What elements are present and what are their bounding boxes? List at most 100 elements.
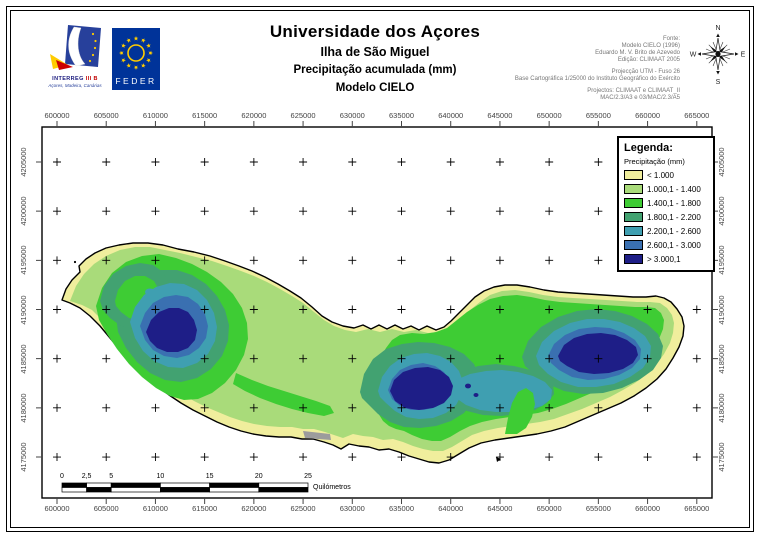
x-axis-label-top: 620000 (241, 111, 267, 120)
y-axis-label-right: 4200000 (717, 196, 726, 226)
legend-swatch (624, 170, 643, 180)
y-axis-label-left: 4200000 (19, 196, 28, 226)
legend-swatch (624, 198, 643, 208)
legend-swatch (624, 226, 643, 236)
x-axis-label-top: 645000 (487, 111, 513, 120)
legend-item: > 3.000,1 (624, 254, 710, 264)
legend-item-label: > 3.000,1 (647, 254, 681, 264)
credit-line: Eduardo M. V. Brito de Azevedo (595, 50, 680, 56)
x-axis-label-top: 605000 (93, 111, 119, 120)
x-axis-label-top: 650000 (536, 111, 562, 120)
legend-item-label: 1.400,1 - 1.800 (647, 198, 701, 208)
x-axis-label-bottom: 610000 (142, 504, 168, 513)
legend-item: 1.000,1 - 1.400 (624, 184, 710, 194)
x-axis-label-top: 635000 (388, 111, 415, 120)
map-frame (41, 126, 713, 499)
coastal-gray-area (303, 431, 331, 440)
feder-logo: FEDER (112, 28, 160, 95)
scalebar-tick-label: 10 (156, 473, 165, 480)
y-axis-label-right: 4180000 (717, 393, 726, 423)
scalebar-segment (258, 487, 309, 493)
scalebar-segment (209, 487, 260, 493)
legend-item-label: 1.000,1 - 1.400 (647, 184, 701, 194)
x-axis-label-top: 600000 (44, 111, 70, 120)
credit-block: Projecção UTM - Fuso 26 Base Cartográfica… (515, 69, 680, 83)
zone-gt-3000-east (558, 333, 638, 374)
scalebar-segment (86, 482, 112, 488)
zone-1400-1800-south-band (233, 373, 334, 416)
x-axis-label-bottom: 600000 (44, 504, 70, 513)
compass-rose: N E S W (689, 20, 747, 93)
legend-item: 1.400,1 - 1.800 (624, 198, 710, 208)
x-axis-label-bottom: 615000 (192, 504, 218, 513)
islet (73, 260, 77, 264)
scalebar-tick-label: 5 (109, 473, 114, 480)
feder-logo-graphic: FEDER (112, 28, 160, 90)
scalebar-segment (209, 482, 260, 488)
scalebar-tick-label: 2,5 (81, 473, 92, 480)
legend-item: 2.600,1 - 3.000 (624, 240, 710, 250)
credit-line: Projecção UTM - Fuso 26 (611, 69, 680, 75)
scalebar-tick-label: 20 (254, 473, 263, 480)
y-axis-label-left: 4175000 (19, 442, 28, 472)
compass-west-label: W (690, 52, 697, 59)
scalebar-segment (110, 482, 161, 488)
x-axis-label-bottom: 605000 (93, 504, 119, 513)
feder-logo-label: FEDER (115, 76, 156, 86)
page-title: Universidade dos Açores (269, 22, 481, 41)
legend-item: < 1.000 (624, 170, 710, 180)
y-axis-label-right: 4195000 (717, 245, 726, 275)
credit-line: Base Cartográfica 1/25000 do Instituto G… (514, 76, 680, 82)
legend-item-label: 2.600,1 - 3.000 (647, 240, 701, 250)
scalebar-tick-label: 25 (304, 473, 312, 480)
interreg-logo-graphic (50, 25, 101, 70)
y-axis-label-right: 4185000 (717, 344, 726, 374)
credits-block: Fonte: Modelo CIELO (1996) Eduardo M. V. B… (515, 36, 680, 107)
page-subtitle-island: Ilha de São Miguel (320, 45, 430, 59)
zone-gt-3000-fogo (390, 367, 453, 410)
page-subtitle-variable: Precipitação acumulada (mm) (293, 64, 457, 76)
scalebar-segment (86, 487, 112, 493)
x-axis-label-top: 615000 (192, 111, 218, 120)
axis-ticks (36, 121, 718, 504)
x-axis-label-bottom: 625000 (290, 504, 316, 513)
x-axis-label-top: 640000 (438, 111, 464, 120)
x-axis-label-top: 665000 (684, 111, 710, 120)
compass-north-label: N (715, 25, 720, 32)
legend-swatch (624, 212, 643, 222)
zone-1400-1800-furnas-tongue (505, 388, 535, 434)
legend-item-label: < 1.000 (647, 170, 674, 180)
x-axis-label-bottom: 640000 (438, 504, 464, 513)
x-axis-label-top: 610000 (142, 111, 168, 120)
x-axis-label-bottom: 630000 (339, 504, 365, 513)
scalebar-segment (160, 482, 210, 488)
islet (496, 457, 501, 462)
legend-item-label: 1.800,1 - 2.200 (647, 212, 701, 222)
interreg-logo: INTERREG III B Açores, Madeira, Canárias (44, 24, 106, 88)
legend-swatch (624, 240, 643, 250)
y-axis-label-right: 4175000 (717, 442, 726, 472)
credit-line: Modelo CIELO (1996) (621, 43, 680, 49)
scalebar-tick-label: 0 (60, 473, 64, 480)
y-axis-label-left: 4180000 (19, 393, 28, 423)
y-axis-label-left: 4185000 (19, 344, 28, 374)
scalebar-segment (61, 487, 87, 493)
scalebar-segment (61, 482, 87, 488)
scalebar-segment (110, 487, 161, 493)
x-axis-label-bottom: 635000 (388, 504, 415, 513)
legend-rows: < 1.000 1.000,1 - 1.400 1.400,1 - 1.800 1.8… (624, 170, 710, 264)
compass-east-label: E (741, 52, 746, 59)
x-axis-label-bottom: 645000 (487, 504, 513, 513)
scalebar-unit: Quilómetros (313, 484, 351, 491)
y-axis-label-left: 4195000 (19, 245, 28, 275)
x-axis-label-bottom: 665000 (684, 504, 710, 513)
x-axis-label-top: 625000 (290, 111, 316, 120)
credit-line: Projectos: CLIMAAT e CLIMAAT_II (587, 88, 680, 94)
scale-bar (61, 482, 309, 493)
x-axis-label-bottom: 650000 (536, 504, 562, 513)
scalebar-tick-label: 15 (205, 473, 214, 480)
y-axis-label-right: 4205000 (717, 147, 726, 177)
y-axis-label-left: 4205000 (19, 147, 28, 177)
